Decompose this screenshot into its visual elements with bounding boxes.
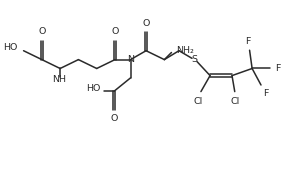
Text: F: F: [246, 37, 251, 46]
Text: NH: NH: [52, 75, 66, 84]
Text: S: S: [192, 55, 198, 64]
Text: F: F: [263, 89, 268, 98]
Text: HO: HO: [86, 84, 100, 93]
Text: O: O: [38, 27, 45, 36]
Text: O: O: [142, 19, 150, 28]
Text: Cl: Cl: [230, 97, 239, 106]
Text: O: O: [111, 27, 119, 36]
Text: HO: HO: [4, 43, 18, 52]
Text: NH₂: NH₂: [176, 46, 194, 55]
Text: O: O: [110, 114, 118, 123]
Text: N: N: [127, 55, 134, 64]
Text: Cl: Cl: [194, 97, 203, 106]
Text: F: F: [276, 64, 281, 73]
